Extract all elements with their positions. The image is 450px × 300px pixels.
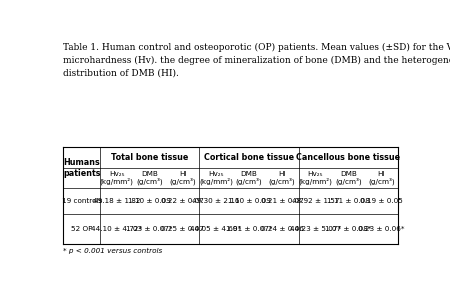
Text: 44.10 ± 4.72*: 44.10 ± 4.72*	[91, 226, 142, 232]
Text: Table 1. Human control and osteoporotic (OP) patients. Mean values (±SD) for the: Table 1. Human control and osteoporotic …	[63, 43, 450, 77]
Text: 52 OP: 52 OP	[71, 226, 92, 232]
Text: HI
(g/cm³): HI (g/cm³)	[269, 171, 296, 185]
Text: 44.05 ± 4.69*: 44.05 ± 4.69*	[190, 226, 242, 232]
Text: 1.10 ± 0.09: 1.10 ± 0.09	[128, 198, 171, 204]
Text: 19 controls: 19 controls	[62, 198, 102, 204]
Text: 0.23 ± 0.06*: 0.23 ± 0.06*	[358, 226, 405, 232]
Text: Cancellous bone tissue: Cancellous bone tissue	[296, 153, 400, 162]
Text: HI
(g/cm³): HI (g/cm³)	[368, 171, 395, 185]
Text: Hv₂₅
(kg/mm²): Hv₂₅ (kg/mm²)	[298, 171, 332, 185]
Text: DMB
(g/cm³): DMB (g/cm³)	[335, 171, 362, 185]
Text: 0.25 ± 0.07: 0.25 ± 0.07	[162, 226, 204, 232]
Text: 0.21 ± 0.07: 0.21 ± 0.07	[261, 198, 304, 204]
Text: HI
(g/cm³): HI (g/cm³)	[170, 171, 196, 185]
Text: * p < 0.001 versus controls: * p < 0.001 versus controls	[63, 248, 162, 254]
Text: Cortical bone tissue: Cortical bone tissue	[204, 153, 294, 162]
Text: 49.18 ± 1.82: 49.18 ± 1.82	[93, 198, 140, 204]
Text: Humans
patients: Humans patients	[63, 158, 100, 178]
Text: Hv₂₅
(kg/mm²): Hv₂₅ (kg/mm²)	[99, 171, 134, 185]
Text: DMB
(g/cm³): DMB (g/cm³)	[236, 171, 262, 185]
Text: 1.07 ± 0.08*: 1.07 ± 0.08*	[325, 226, 372, 232]
Text: 48.92 ± 1.57: 48.92 ± 1.57	[292, 198, 339, 204]
Text: Total bone tissue: Total bone tissue	[111, 153, 189, 162]
Text: 1.11 ± 0.08: 1.11 ± 0.08	[327, 198, 370, 204]
Text: 1.03 ± 0.07*: 1.03 ± 0.07*	[126, 226, 173, 232]
Text: 44.23 ± 5.07*: 44.23 ± 5.07*	[290, 226, 341, 232]
Text: 0.24 ± 0.06: 0.24 ± 0.06	[261, 226, 304, 232]
Text: Hv₂₅
(kg/mm²): Hv₂₅ (kg/mm²)	[199, 171, 233, 185]
Text: 1.01 ± 0.07*: 1.01 ± 0.07*	[226, 226, 272, 232]
Text: 0.19 ± 0.05: 0.19 ± 0.05	[360, 198, 403, 204]
Text: 1.10 ± 0.09: 1.10 ± 0.09	[228, 198, 270, 204]
Text: 49.30 ± 2.16: 49.30 ± 2.16	[192, 198, 240, 204]
Text: 0.22 ± 0.07: 0.22 ± 0.07	[162, 198, 204, 204]
Text: DMB
(g/cm³): DMB (g/cm³)	[136, 171, 163, 185]
